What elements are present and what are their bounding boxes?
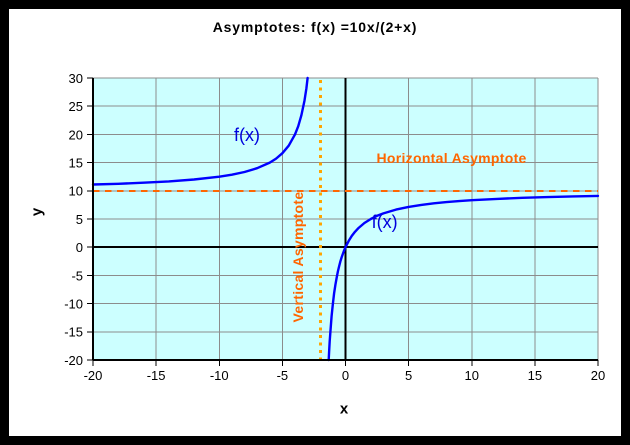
x-tick-label: -10: [210, 368, 229, 383]
chart-title: Asymptotes: f(x) =10x/(2+x): [212, 19, 418, 35]
function-curve: [327, 194, 600, 362]
function-curve: [91, 76, 309, 186]
y-tick-label: -10: [64, 297, 83, 312]
y-tick-label: 0: [76, 240, 83, 255]
y-axis-title: y: [28, 207, 46, 217]
y-tick-label: 15: [69, 156, 83, 171]
x-tick-label: -15: [147, 368, 166, 383]
y-tick-label: 10: [69, 184, 83, 199]
x-tick-label: 20: [591, 368, 605, 383]
plot-svg: 30 25 20 15 10 5 0 -5 -10 -15 -20-20 -15 -10 -5 0 5 10 15…: [64, 71, 605, 383]
y-tick-label: -15: [64, 325, 83, 340]
y-tick-label: 25: [69, 99, 83, 114]
x-tick-label: -5: [277, 368, 289, 383]
y-tick-label: 30: [69, 71, 83, 86]
x-tick-label: 5: [405, 368, 412, 383]
y-tick-label: 20: [69, 127, 83, 142]
y-tick-label: 5: [76, 212, 83, 227]
y-tick-label: -5: [71, 268, 83, 283]
y-tick-label: -20: [64, 353, 83, 368]
x-tick-label: 10: [465, 368, 479, 383]
x-axis-title: x: [339, 400, 349, 418]
x-tick-label: 0: [342, 368, 349, 383]
x-tick-label: -20: [84, 368, 103, 383]
x-tick-label: 15: [528, 368, 542, 383]
